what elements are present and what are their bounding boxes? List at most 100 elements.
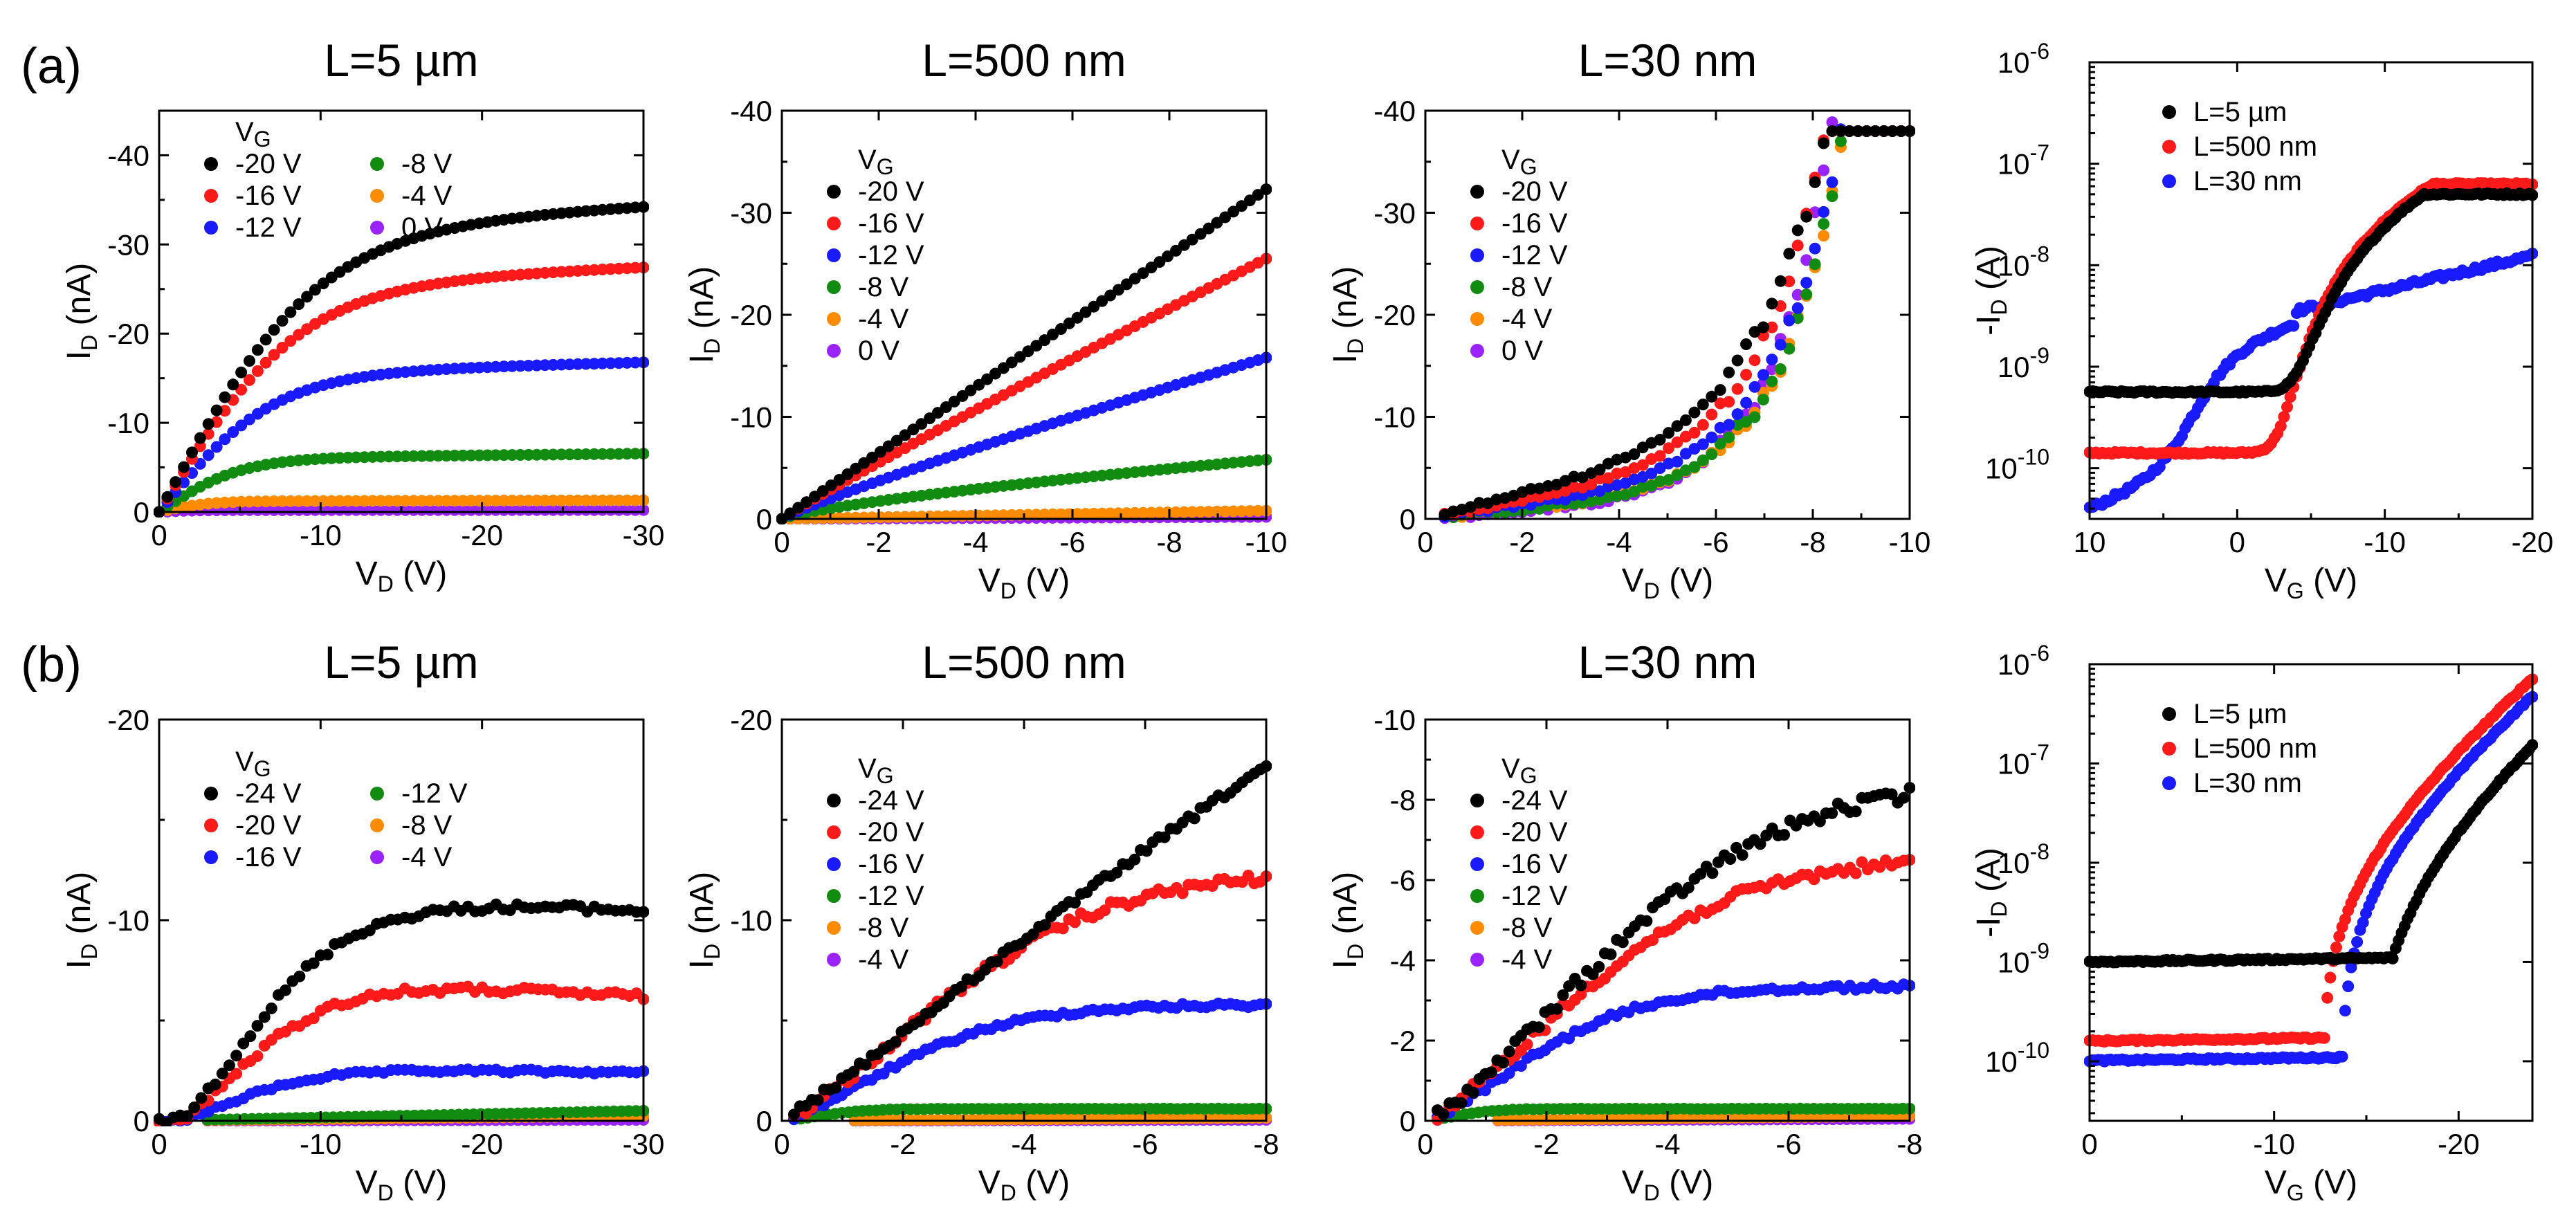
data-point: [1140, 845, 1153, 857]
data-point: [1834, 125, 1847, 137]
legend-label: -8 V: [1501, 272, 1553, 302]
data-point: [1069, 897, 1081, 909]
data-point: [1766, 321, 1778, 333]
data-point: [284, 504, 297, 516]
y-tick-label: -4: [1390, 944, 1416, 977]
x-tick-label: 0: [774, 1128, 789, 1160]
legend-title: VG: [235, 117, 271, 152]
data-point: [801, 496, 813, 509]
data-point: [1047, 329, 1059, 340]
data-point: [1176, 887, 1189, 899]
legend-label: L=5 µm: [2193, 97, 2287, 127]
data-point: [367, 450, 378, 463]
y-axis-label: ID (nA): [61, 263, 102, 360]
legend-marker: [1470, 185, 1484, 199]
legend-marker: [827, 825, 841, 839]
legend-label: -24 V: [235, 778, 302, 809]
data-point: [276, 342, 289, 354]
data-point: [383, 495, 395, 507]
data-point: [1611, 490, 1623, 502]
x-tick-label: -6: [1059, 526, 1085, 558]
data-point: [1818, 205, 1830, 218]
data-point: [991, 955, 1003, 968]
data-point: [1826, 125, 1838, 137]
data-point: [1227, 205, 1239, 218]
y-axis-label: ID (nA): [1327, 872, 1368, 969]
data-point: [1814, 815, 1826, 827]
data-point: [850, 511, 862, 524]
legend-label: L=30 nm: [2193, 166, 2302, 196]
data-point: [572, 448, 584, 461]
data-point: [432, 504, 444, 516]
data-point: [1593, 473, 1606, 485]
data-point: [181, 1110, 194, 1122]
data-point: [506, 495, 518, 506]
data-point: [1843, 125, 1856, 137]
data-point: [596, 494, 609, 506]
data-point: [1834, 135, 1847, 147]
legend-label: -24 V: [858, 785, 924, 816]
x-axis-label: VD (V): [978, 1164, 1070, 1205]
data-point: [629, 494, 641, 506]
data-point: [890, 434, 903, 447]
legend-marker: [827, 344, 841, 358]
data-point: [1616, 936, 1629, 949]
data-point: [1559, 493, 1571, 506]
data-point: [1479, 1084, 1492, 1097]
x-axis-label: VG (V): [2265, 1164, 2357, 1205]
x-tick-label: -2: [866, 526, 891, 558]
data-point: [2318, 1032, 2330, 1044]
legend-marker: [827, 185, 841, 199]
legend-label: L=30 nm: [2193, 768, 2302, 798]
legend-label: -20 V: [235, 149, 302, 179]
data-point: [2333, 931, 2346, 942]
data-point: [2351, 936, 2364, 948]
y-tick-label: 10-10: [1985, 445, 2049, 485]
legend-label: -12 V: [858, 240, 924, 271]
data-point: [465, 495, 477, 507]
data-point: [605, 448, 616, 460]
legend-marker: [1470, 889, 1484, 903]
data-point: [424, 504, 436, 516]
data-point: [259, 504, 272, 516]
data-point: [244, 504, 255, 516]
data-point: [1706, 867, 1719, 879]
data-point: [244, 413, 255, 426]
y-tick-label: 0: [1400, 503, 1416, 536]
data-point: [1774, 275, 1787, 287]
x-tick-label: 0: [1417, 1128, 1433, 1160]
data-point: [489, 495, 502, 507]
data-point: [1096, 295, 1108, 307]
x-tick-label: -8: [1897, 1128, 1922, 1160]
x-tick-label: 0: [151, 519, 167, 551]
data-point: [1826, 116, 1838, 129]
y-axis-label: ID (nA): [61, 872, 102, 969]
legend-marker: [204, 818, 218, 832]
data-point: [605, 357, 616, 369]
data-point: [1186, 506, 1198, 518]
data-point: [1636, 459, 1649, 471]
data-point: [547, 448, 559, 461]
data-point: [531, 494, 543, 506]
data-point: [1783, 275, 1796, 288]
data-point: [194, 440, 206, 452]
data-point: [235, 504, 248, 516]
legend-label: -8 V: [1501, 913, 1553, 943]
data-point: [1671, 420, 1683, 432]
data-point: [555, 494, 567, 506]
data-point: [161, 491, 174, 503]
data-point: [465, 362, 477, 374]
data-point: [293, 329, 305, 341]
data-point: [416, 504, 428, 516]
data-point: [258, 1011, 271, 1023]
data-point: [251, 344, 264, 356]
data-point: [1602, 480, 1614, 493]
data-point: [1688, 426, 1701, 439]
legend: VG-24 V-20 V-16 V-12 V-8 V-4 V: [827, 753, 924, 975]
y-tick-label: -8: [1390, 784, 1416, 816]
data-point: [580, 494, 592, 506]
data-point: [342, 504, 354, 516]
data-point: [350, 504, 363, 516]
legend-marker: [2162, 742, 2176, 756]
data-point: [1740, 396, 1753, 409]
